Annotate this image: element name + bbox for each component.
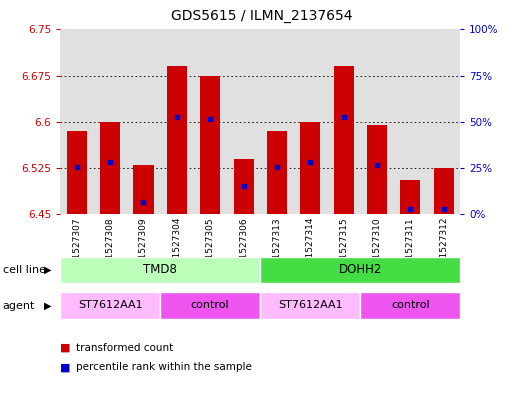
- Bar: [260, 292, 360, 319]
- Text: agent: agent: [3, 301, 35, 310]
- Bar: [300, 122, 320, 214]
- Text: control: control: [191, 300, 230, 310]
- Bar: [60, 292, 160, 319]
- Bar: [200, 75, 220, 214]
- Text: transformed count: transformed count: [76, 343, 173, 353]
- Text: control: control: [391, 300, 429, 310]
- Text: percentile rank within the sample: percentile rank within the sample: [76, 362, 252, 373]
- Text: ■: ■: [60, 362, 71, 373]
- Bar: [60, 257, 260, 283]
- Bar: [260, 257, 460, 283]
- Text: GDS5615 / ILMN_2137654: GDS5615 / ILMN_2137654: [170, 9, 353, 23]
- Bar: [133, 165, 154, 214]
- Bar: [367, 125, 387, 214]
- Text: TMD8: TMD8: [143, 263, 177, 276]
- Bar: [160, 292, 260, 319]
- Text: cell line: cell line: [3, 265, 46, 275]
- Bar: [434, 168, 453, 214]
- Text: ST7612AA1: ST7612AA1: [278, 300, 343, 310]
- Bar: [267, 131, 287, 214]
- Bar: [334, 66, 354, 214]
- Bar: [100, 122, 120, 214]
- Text: DOHH2: DOHH2: [338, 263, 382, 276]
- Bar: [167, 66, 187, 214]
- Text: ▶: ▶: [44, 265, 52, 275]
- Bar: [67, 131, 87, 214]
- Bar: [400, 180, 420, 214]
- Bar: [360, 292, 460, 319]
- Text: ▶: ▶: [44, 301, 52, 310]
- Text: ST7612AA1: ST7612AA1: [78, 300, 142, 310]
- Bar: [233, 159, 254, 214]
- Text: ■: ■: [60, 343, 71, 353]
